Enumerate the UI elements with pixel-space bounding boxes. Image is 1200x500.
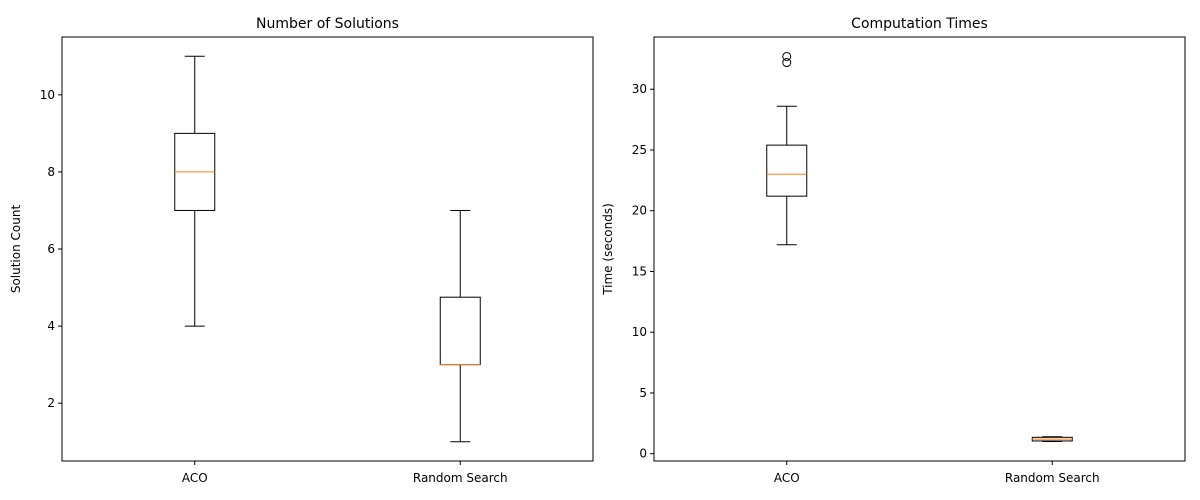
chart-panel-2: Computation Times Time (seconds) 0 5 10 15 20 2…: [601, 16, 1186, 485]
y-tick-label: 25: [632, 143, 647, 157]
y-tick-label: 10: [632, 325, 647, 339]
chart-title: Number of Solutions: [256, 16, 399, 32]
outlier-point: [782, 51, 792, 61]
y-tick-label: 30: [632, 82, 647, 96]
y-tick-label: 5: [639, 386, 647, 400]
y-tick-label: 2: [47, 396, 55, 410]
y-tick-label: 15: [632, 264, 647, 278]
box-aco: [174, 55, 216, 327]
outlier-point: [782, 58, 792, 68]
plot-area-frame: [653, 36, 1186, 462]
x-tick-label: ACO: [774, 471, 800, 485]
y-tick-label: 10: [40, 88, 55, 102]
y-tick-label: 4: [47, 319, 55, 333]
box-aco: [766, 51, 808, 246]
x-tick-label: Random Search: [1005, 471, 1100, 485]
box-iqr: [439, 296, 481, 366]
y-axis-label: Solution Count: [9, 205, 23, 294]
box-random-search: [439, 209, 481, 443]
box-iqr: [766, 144, 808, 197]
plot-area-frame: [61, 36, 594, 462]
x-tick-label: Random Search: [413, 471, 508, 485]
chart-panel-1: Number of Solutions Solution Count 2 4 6 8 10 A…: [9, 16, 594, 485]
box-random-search: [1031, 436, 1073, 443]
chart-title: Computation Times: [851, 16, 988, 32]
y-axis-label: Time (seconds): [601, 203, 615, 296]
y-tick-label: 0: [639, 447, 647, 461]
y-tick-label: 20: [632, 204, 647, 218]
x-tick-label: ACO: [182, 471, 208, 485]
y-tick-label: 8: [47, 165, 55, 179]
y-tick-label: 6: [47, 242, 55, 256]
